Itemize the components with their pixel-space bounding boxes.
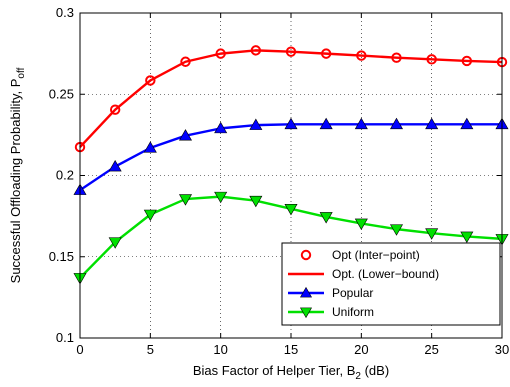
y-tick-label: 0.15 — [49, 249, 74, 264]
legend: Opt (Inter−point) Opt. (Lower−bound) Popul… — [282, 243, 500, 325]
x-tick-label: 10 — [213, 342, 227, 357]
legend-label: Opt (Inter−point) — [332, 248, 420, 262]
x-tick-label: 0 — [76, 342, 83, 357]
y-tick-label: 0.1 — [56, 330, 74, 345]
x-tick-label: 25 — [424, 342, 438, 357]
x-tick-label: 15 — [284, 342, 298, 357]
legend-label: Popular — [332, 286, 373, 300]
legend-label: Opt. (Lower−bound) — [332, 267, 439, 281]
y-tick-label: 0.25 — [49, 86, 74, 101]
y-tick-label: 0.2 — [56, 168, 74, 183]
y-tick-label: 0.3 — [56, 5, 74, 20]
x-tick-label: 30 — [495, 342, 509, 357]
legend-label: Uniform — [332, 305, 374, 319]
x-tick-label: 5 — [147, 342, 154, 357]
x-tick-label: 20 — [354, 342, 368, 357]
